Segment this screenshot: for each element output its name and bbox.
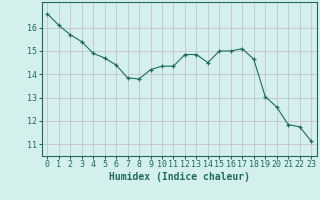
X-axis label: Humidex (Indice chaleur): Humidex (Indice chaleur)	[109, 172, 250, 182]
